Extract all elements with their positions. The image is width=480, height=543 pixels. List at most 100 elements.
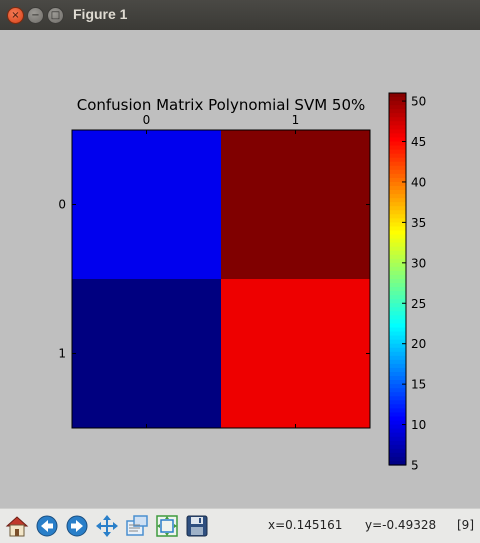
plot-frame: [71, 129, 371, 429]
minimize-icon[interactable]: −: [27, 7, 44, 24]
colorbar-segment: [389, 339, 406, 345]
colorbar-segment: [389, 311, 406, 316]
colorbar-segment: [389, 363, 406, 369]
colorbar-segment: [389, 169, 406, 175]
colorbar-segment: [389, 161, 406, 167]
x-tick-label: 0: [143, 113, 151, 127]
colorbar-segment: [389, 436, 406, 442]
colorbar-tick-label: 45: [411, 135, 426, 149]
colorbar-segment: [389, 214, 406, 219]
colorbar-segment: [389, 323, 406, 329]
colorbar-segment: [389, 355, 406, 361]
colorbar-segment: [389, 262, 406, 268]
colorbar-segment: [389, 359, 406, 365]
colorbar-frame: [388, 92, 407, 466]
cell-value-readout: [9]: [457, 518, 474, 532]
colorbar-segment: [389, 384, 406, 389]
colorbar-segment: [389, 238, 406, 244]
colorbar-segment: [389, 283, 406, 288]
colorbar-segment: [389, 198, 406, 203]
colorbar-segment: [389, 93, 406, 98]
colorbar-segment: [389, 376, 406, 381]
colorbar-segment: [389, 388, 406, 393]
colorbar-segment: [389, 202, 406, 207]
colorbar-segment: [389, 113, 406, 118]
colorbar-segment: [389, 351, 406, 357]
colorbar-segment: [389, 153, 406, 159]
colorbar-segment: [389, 335, 406, 341]
colorbar-segment: [389, 250, 406, 256]
close-icon[interactable]: ×: [7, 7, 24, 24]
heatmap-cell-1-0: [72, 279, 221, 428]
colorbar-segment: [389, 226, 406, 232]
colorbar-segment: [389, 424, 406, 430]
colorbar-segment: [389, 230, 406, 236]
colorbar-segment: [389, 173, 406, 179]
colorbar-segment: [389, 254, 406, 260]
colorbar-segment: [389, 307, 406, 312]
colorbar-segment: [389, 392, 406, 397]
back-icon[interactable]: [34, 513, 60, 539]
colorbar-segment: [389, 117, 406, 122]
colorbar-segment: [389, 327, 406, 333]
colorbar-segment: [389, 242, 406, 248]
y-coordinate-readout: y=-0.49328: [365, 518, 437, 532]
colorbar-segment: [389, 347, 406, 353]
colorbar-segment: [389, 194, 406, 199]
colorbar-segment: [389, 367, 406, 373]
colorbar-tick-label: 50: [411, 95, 426, 109]
colorbar-tick-label: 25: [411, 297, 426, 311]
maximize-icon[interactable]: □: [47, 7, 64, 24]
save-icon[interactable]: [184, 513, 210, 539]
y-tick-label: 1: [58, 347, 66, 361]
colorbar-segment: [389, 444, 406, 450]
colorbar-segment: [389, 279, 406, 284]
window-title: Figure 1: [73, 6, 128, 22]
colorbar-segment: [389, 165, 406, 171]
colorbar-segment: [389, 206, 406, 211]
colorbar-segment: [389, 266, 406, 272]
colorbar-segment: [389, 295, 406, 300]
pan-icon[interactable]: [94, 513, 120, 539]
colorbar-segment: [389, 246, 406, 252]
colorbar-segment: [389, 190, 406, 195]
colorbar-segment: [389, 420, 406, 426]
colorbar-segment: [389, 452, 406, 458]
colorbar-segment: [389, 270, 406, 276]
colorbar-tick-label: 30: [411, 256, 426, 270]
colorbar-segment: [389, 274, 406, 280]
colorbar-segment: [389, 396, 406, 401]
colorbar-tick-label: 20: [411, 337, 426, 351]
colorbar-segment: [389, 105, 406, 110]
colorbar-segment: [389, 408, 406, 414]
colorbar-segment: [389, 149, 406, 155]
colorbar-segment: [389, 97, 406, 102]
colorbar-segment: [389, 319, 406, 325]
colorbar-segment: [389, 299, 406, 304]
colorbar-segment: [389, 428, 406, 434]
colorbar-tick-label: 15: [411, 378, 426, 392]
colorbar-segment: [389, 222, 406, 228]
colorbar-segment: [389, 218, 406, 223]
colorbar-segment: [389, 137, 406, 143]
colorbar-segment: [389, 186, 406, 191]
colorbar-segment: [389, 258, 406, 264]
colorbar-segment: [389, 109, 406, 114]
colorbar-segment: [389, 133, 406, 139]
y-tick-label: 0: [58, 198, 66, 212]
chart-title: Confusion Matrix Polynomial SVM 50%: [77, 96, 366, 114]
colorbar-segment: [389, 400, 406, 405]
home-icon[interactable]: [4, 513, 30, 539]
colorbar-segment: [389, 343, 406, 349]
colorbar-tick-label: 10: [411, 418, 426, 432]
colorbar-tick-label: 35: [411, 216, 426, 230]
zoom-icon[interactable]: [124, 513, 150, 539]
colorbar-segment: [389, 460, 406, 466]
forward-icon[interactable]: [64, 513, 90, 539]
colorbar-segment: [389, 315, 406, 321]
colorbar-segment: [389, 432, 406, 438]
figure-canvas[interactable]: Confusion Matrix Polynomial SVM 50%0 1015…: [0, 30, 480, 508]
colorbar-segment: [389, 440, 406, 446]
subplots-icon[interactable]: [154, 513, 180, 539]
heatmap-cell-0-0: [72, 130, 221, 279]
